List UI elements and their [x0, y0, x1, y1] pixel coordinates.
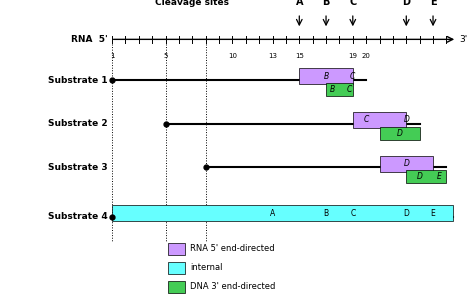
- Text: B: B: [323, 72, 328, 81]
- Text: 20: 20: [362, 53, 371, 59]
- Text: Substrate 1: Substrate 1: [48, 76, 108, 85]
- Text: DNA 3' end-directed: DNA 3' end-directed: [190, 282, 275, 291]
- Text: RNA  5': RNA 5': [71, 35, 108, 44]
- Text: internal: internal: [190, 263, 223, 272]
- Bar: [380, 156, 433, 172]
- Bar: [353, 112, 406, 128]
- Text: C: C: [350, 208, 356, 218]
- Text: C: C: [364, 116, 369, 124]
- Text: D: D: [402, 0, 410, 7]
- Text: 13: 13: [268, 53, 277, 59]
- Bar: [406, 170, 447, 183]
- Text: B: B: [322, 0, 330, 7]
- Text: D: D: [403, 116, 409, 124]
- Bar: [168, 243, 184, 255]
- Text: B: B: [330, 85, 336, 94]
- Text: D: D: [417, 172, 423, 181]
- Text: D: D: [403, 159, 409, 168]
- Text: C: C: [350, 72, 356, 81]
- Text: 5: 5: [164, 53, 168, 59]
- Text: C: C: [349, 0, 356, 7]
- Text: C: C: [347, 85, 352, 94]
- Text: Substrate 3: Substrate 3: [48, 163, 108, 172]
- Text: 19: 19: [348, 53, 357, 59]
- Bar: [299, 68, 353, 84]
- Text: A: A: [296, 0, 303, 7]
- Text: RNA 5' end-directed: RNA 5' end-directed: [190, 244, 275, 253]
- Bar: [168, 262, 184, 274]
- Text: E: E: [430, 0, 437, 7]
- Text: E: E: [431, 208, 436, 218]
- Text: 10: 10: [228, 53, 237, 59]
- Bar: [326, 83, 353, 96]
- Text: Substrate 4: Substrate 4: [48, 212, 108, 221]
- Text: B: B: [323, 208, 328, 218]
- Text: Cleavage sites: Cleavage sites: [155, 0, 229, 7]
- Text: 1: 1: [110, 53, 114, 59]
- Text: 15: 15: [295, 53, 304, 59]
- Bar: [380, 127, 419, 140]
- Text: 3': 3': [460, 35, 468, 44]
- Bar: [168, 281, 184, 293]
- Bar: [112, 205, 453, 221]
- Text: Substrate 2: Substrate 2: [48, 119, 108, 128]
- Text: D: D: [403, 208, 409, 218]
- Text: D: D: [397, 129, 402, 138]
- Text: A: A: [270, 208, 275, 218]
- Text: E: E: [438, 172, 442, 181]
